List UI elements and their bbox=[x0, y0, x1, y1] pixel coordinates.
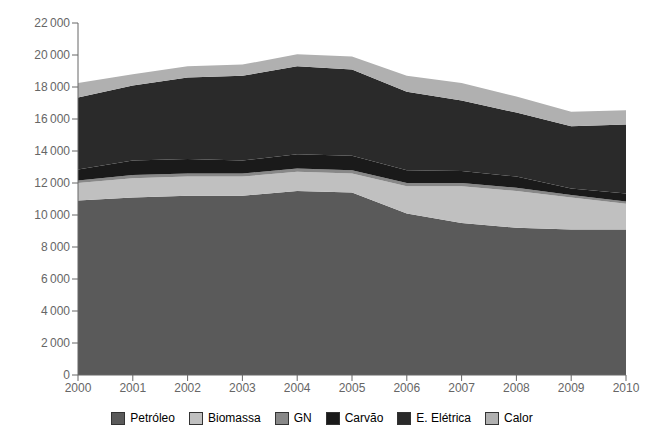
svg-text:2005: 2005 bbox=[339, 381, 366, 395]
svg-text:2002: 2002 bbox=[174, 381, 201, 395]
svg-text:20 000: 20 000 bbox=[34, 48, 70, 62]
svg-text:14 000: 14 000 bbox=[34, 144, 70, 158]
svg-text:12 000: 12 000 bbox=[34, 176, 70, 190]
svg-text:22 000: 22 000 bbox=[34, 16, 70, 30]
svg-text:10 000: 10 000 bbox=[34, 208, 70, 222]
svg-text:2001: 2001 bbox=[119, 381, 146, 395]
svg-text:2010: 2010 bbox=[613, 381, 640, 395]
svg-text:6 000: 6 000 bbox=[41, 272, 70, 286]
svg-text:8 000: 8 000 bbox=[41, 240, 70, 254]
svg-text:2000: 2000 bbox=[65, 381, 92, 395]
svg-text:16 000: 16 000 bbox=[34, 112, 70, 126]
svg-text:0: 0 bbox=[63, 368, 70, 382]
html-text:Calor: Calor bbox=[504, 411, 533, 425]
svg-text:18 000: 18 000 bbox=[34, 80, 70, 94]
html-text:E. Elétrica: E. Elétrica bbox=[416, 411, 471, 425]
html-text:GN: GN bbox=[293, 411, 312, 425]
svg-text:2009: 2009 bbox=[558, 381, 585, 395]
html-text:Petróleo: Petróleo bbox=[130, 411, 175, 425]
svg-text:2003: 2003 bbox=[229, 381, 256, 395]
svg-text:2 000: 2 000 bbox=[41, 336, 70, 350]
svg-text:2004: 2004 bbox=[284, 381, 311, 395]
svg-text:2008: 2008 bbox=[503, 381, 530, 395]
svg-text:4 000: 4 000 bbox=[41, 304, 70, 318]
svg-text:2007: 2007 bbox=[448, 381, 475, 395]
html-text:Carvão: Carvão bbox=[344, 411, 384, 425]
html-text:Biomassa: Biomassa bbox=[208, 411, 261, 425]
svg-text:2006: 2006 bbox=[393, 381, 420, 395]
